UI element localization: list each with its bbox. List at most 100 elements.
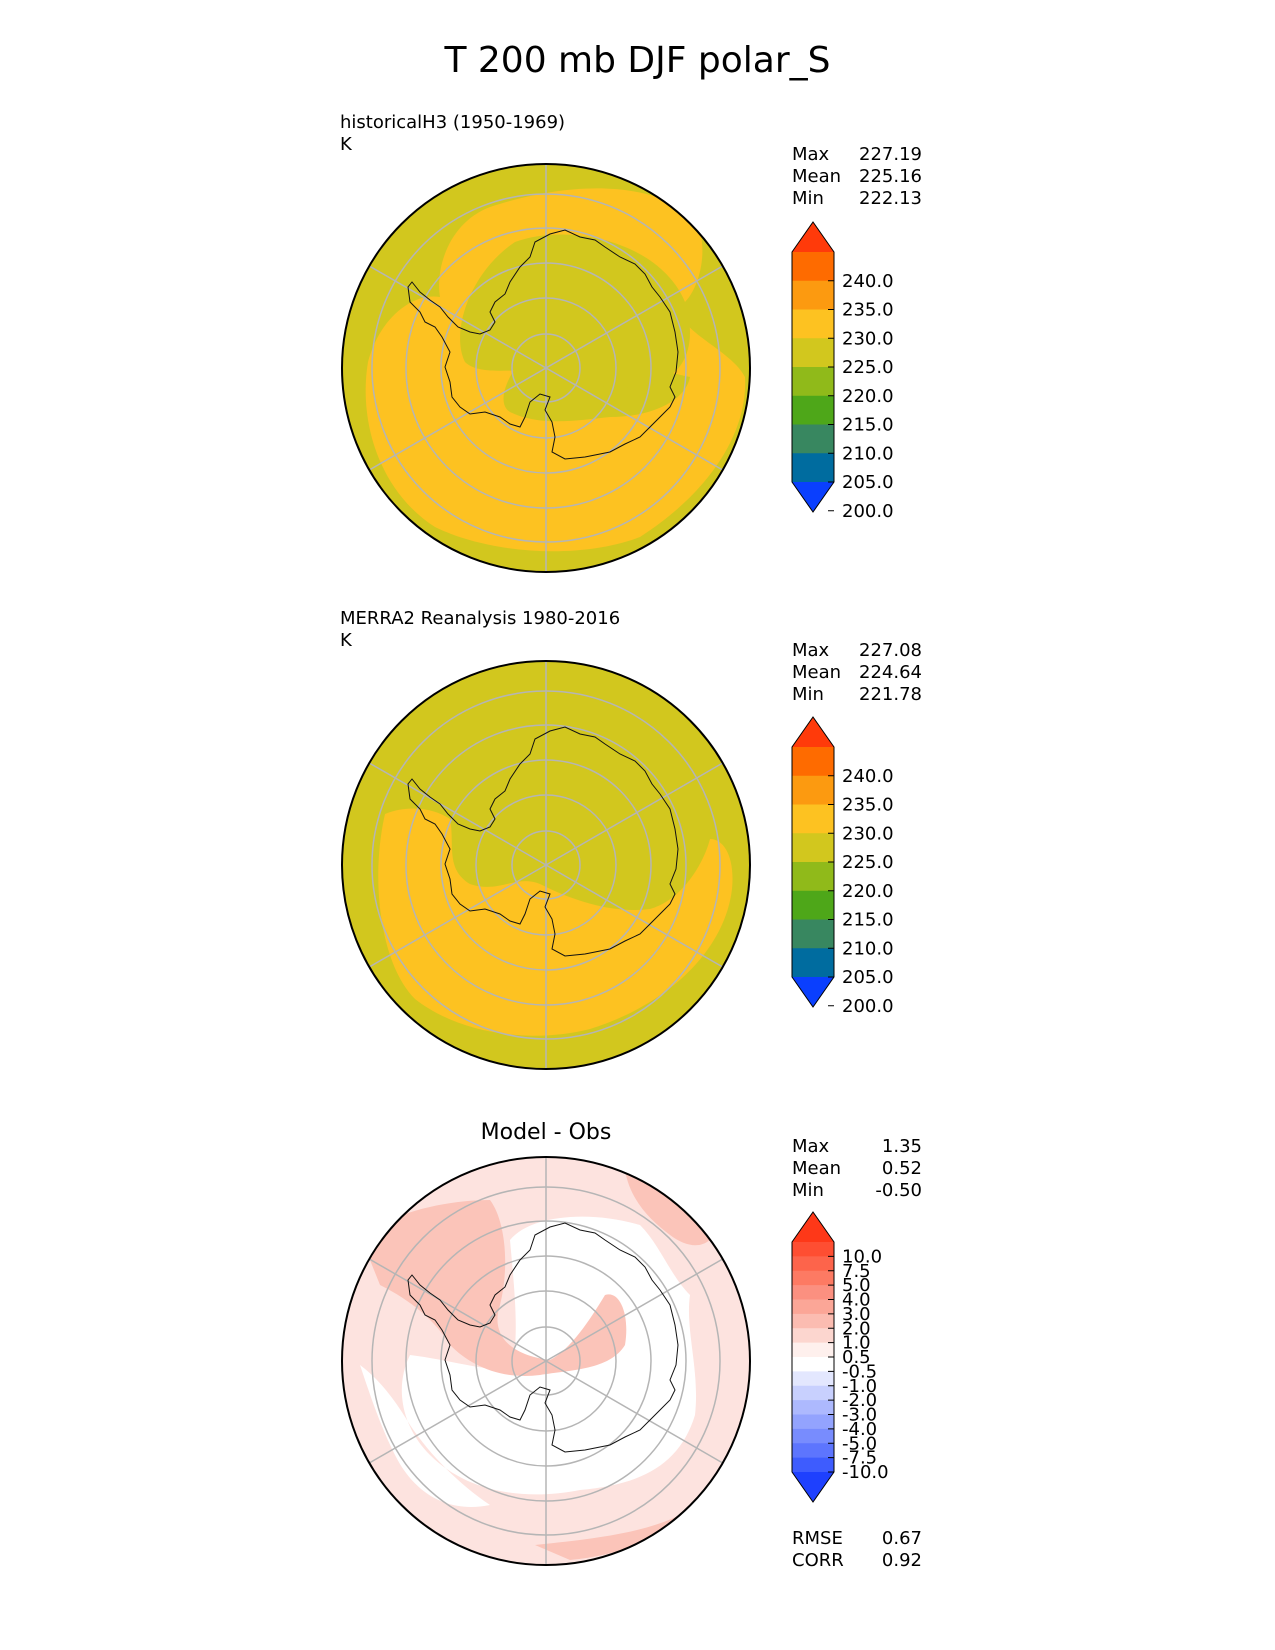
panel2-min-value: 221.78 [859, 684, 922, 705]
panel1-colorbar-tick-label: 205.0 [842, 472, 894, 493]
panel2-antarctica-coastline [407, 726, 679, 957]
panel2-colorbar-tick-label: 200.0 [842, 996, 894, 1017]
panel1-mean-label: Mean [792, 166, 842, 187]
panel3-colorbar-segment [792, 1328, 834, 1344]
panel2-warm-band [378, 808, 733, 1036]
panel3-colorbar-tick-label: -2.0 [842, 1390, 877, 1411]
panel1-min-value: 222.13 [859, 188, 922, 209]
panel3-colorbar-tick-label: 2.0 [842, 1318, 871, 1339]
panel1-colorbar-tick-label: 215.0 [842, 415, 894, 436]
panel2-mean-label: Mean [792, 662, 842, 683]
panel3-mean-value: 0.52 [881, 1158, 922, 1179]
panel3-colorbar-segment [792, 1299, 834, 1315]
panel3-colorbar-segment [792, 1443, 834, 1459]
panel3-map-border [341, 1156, 751, 1566]
panel3-colorbar-segment [792, 1457, 834, 1473]
panel3-antarctica-coastline [407, 1222, 679, 1453]
panel3-grid [368, 1157, 724, 1565]
panel3-colorbar-tick-label: 4.0 [842, 1290, 871, 1311]
panel2-title-line1: MERRA2 Reanalysis 1980-2016 [340, 608, 621, 629]
panel3-colorbar-segment [792, 1400, 834, 1415]
panel2-colorbar-tick-label: 220.0 [842, 881, 894, 902]
corr-label: CORR [792, 1550, 844, 1571]
panel3-colorbar-segment [792, 1256, 834, 1272]
panel2-map-border [341, 660, 751, 1070]
panel2-stats: Max 227.08 Mean 224.64 Min 221.78 [792, 640, 922, 706]
panel3-colorbar-tick-label: -1.0 [842, 1376, 877, 1397]
panel3-stats: Max 1.35 Mean 0.52 Min -0.50 [792, 1136, 922, 1202]
panel3-colorbar-segment [792, 1385, 834, 1401]
panel3-colorbar-segment [792, 1270, 834, 1286]
panel3-colorbar-tick-label: 3.0 [842, 1304, 871, 1325]
panel3-mean-label: Mean [792, 1158, 842, 1179]
panel3-colorbar-extend-max [792, 1212, 834, 1242]
panel1-title: historicalH3 (1950-1969) K [340, 112, 565, 156]
panel1-colorbar-segment [792, 367, 834, 397]
panel1-colorbar-extend-min [792, 482, 834, 512]
panel1-title-line1: historicalH3 (1950-1969) [340, 112, 566, 133]
panel3-positive-anomaly-northeast [625, 1170, 720, 1246]
panel1-antarctica-coastline [407, 229, 679, 460]
panel1-stats: Max 227.19 Mean 225.16 Min 222.13 [792, 144, 922, 210]
panel1-units: K [340, 134, 352, 155]
panel2-colorbar-extend-max [792, 717, 834, 747]
panel3-colorbar-segment [792, 1428, 834, 1444]
panel3-colorbar-segment [792, 1371, 834, 1387]
panel3-colorbar-tick-label: -4.0 [842, 1419, 877, 1440]
panel3-colorbar-extend-min [792, 1472, 834, 1502]
panel2-colorbar-segment [792, 833, 834, 863]
panel3-colorbar-tick-label: -7.5 [842, 1448, 877, 1469]
panel2-colorbar-segment [792, 775, 834, 805]
panel2-min-label: Min [792, 684, 824, 705]
panel1-map-border [341, 163, 751, 573]
panel2-colorbar-extend-min [792, 977, 834, 1007]
panel1-colorbar-segment [792, 453, 834, 483]
panel1-colorbar-tick-label: 200.0 [842, 501, 894, 522]
corr-value: 0.92 [881, 1550, 922, 1571]
panel3-colorbar-tick-label: -3.0 [842, 1405, 877, 1426]
panel2-map [341, 660, 751, 1070]
panel1-colorbar-tick-label: 230.0 [842, 328, 894, 349]
panel3-colorbar: 10.07.55.04.03.02.01.00.5-0.5-1.0-2.0-3.… [791, 1211, 889, 1503]
panel1-colorbar-segment [792, 424, 834, 454]
panel1-colorbar-segment [792, 280, 834, 310]
panel2-colorbar-tick-label: 225.0 [842, 852, 894, 873]
panel1-max-label: Max [792, 144, 830, 165]
panel1-colorbar-segment [792, 309, 834, 339]
panel3-min-label: Min [792, 1180, 824, 1201]
panel2-colorbar-segment [792, 862, 834, 892]
panel2-colorbar-segment [792, 747, 834, 777]
panel1-colorbar-tick-label: 240.0 [842, 271, 894, 292]
panel2-colorbar-segment [792, 948, 834, 978]
panel2-colorbar-segment [792, 890, 834, 920]
rmse-label: RMSE [792, 1528, 843, 1549]
panel3-colorbar-segment [792, 1357, 834, 1372]
panel3-colorbar-tick-label: -5.0 [842, 1433, 877, 1454]
panel2-max-value: 227.08 [859, 640, 922, 661]
panel3-colorbar-segment [792, 1242, 834, 1257]
panel3-max-value: 1.35 [881, 1136, 922, 1157]
panel3-map [341, 1156, 751, 1566]
panel3-positive-anomaly-west [360, 1200, 627, 1376]
panel1-colorbar: 240.0 235.0 230.0 225.0 220.0 215.0 210.0 205.0… [791, 221, 894, 522]
panel2-colorbar-tick-label: 205.0 [842, 967, 894, 988]
panel3-colorbar-segment [792, 1342, 834, 1358]
panel3-title: Model - Obs [480, 1120, 612, 1145]
panel2-grid [368, 661, 724, 1069]
panel3-metrics: RMSE 0.67 CORR 0.92 [792, 1528, 922, 1572]
panel3-colorbar-tick-label: 5.0 [842, 1275, 871, 1296]
panel1-colorbar-tick-label: 235.0 [842, 300, 894, 321]
panel3-colorbar-segment [792, 1285, 834, 1300]
panel1-grid [368, 164, 724, 572]
panel2-colorbar-tick-label: 235.0 [842, 795, 894, 816]
panel1-mean-value: 225.16 [859, 166, 922, 187]
panel1-map [341, 163, 751, 573]
panel1-max-value: 227.19 [859, 144, 922, 165]
panel2-colorbar-segment [792, 804, 834, 834]
panel1-colorbar-segment [792, 338, 834, 368]
panel1-colorbar-tick-label: 225.0 [842, 357, 894, 378]
panel2-colorbar-tick-label: 230.0 [842, 823, 894, 844]
panel3-colorbar-tick-label: 0.5 [842, 1347, 871, 1368]
panel2-mean-value: 224.64 [859, 662, 922, 683]
panel1-colorbar-segment [792, 252, 834, 282]
